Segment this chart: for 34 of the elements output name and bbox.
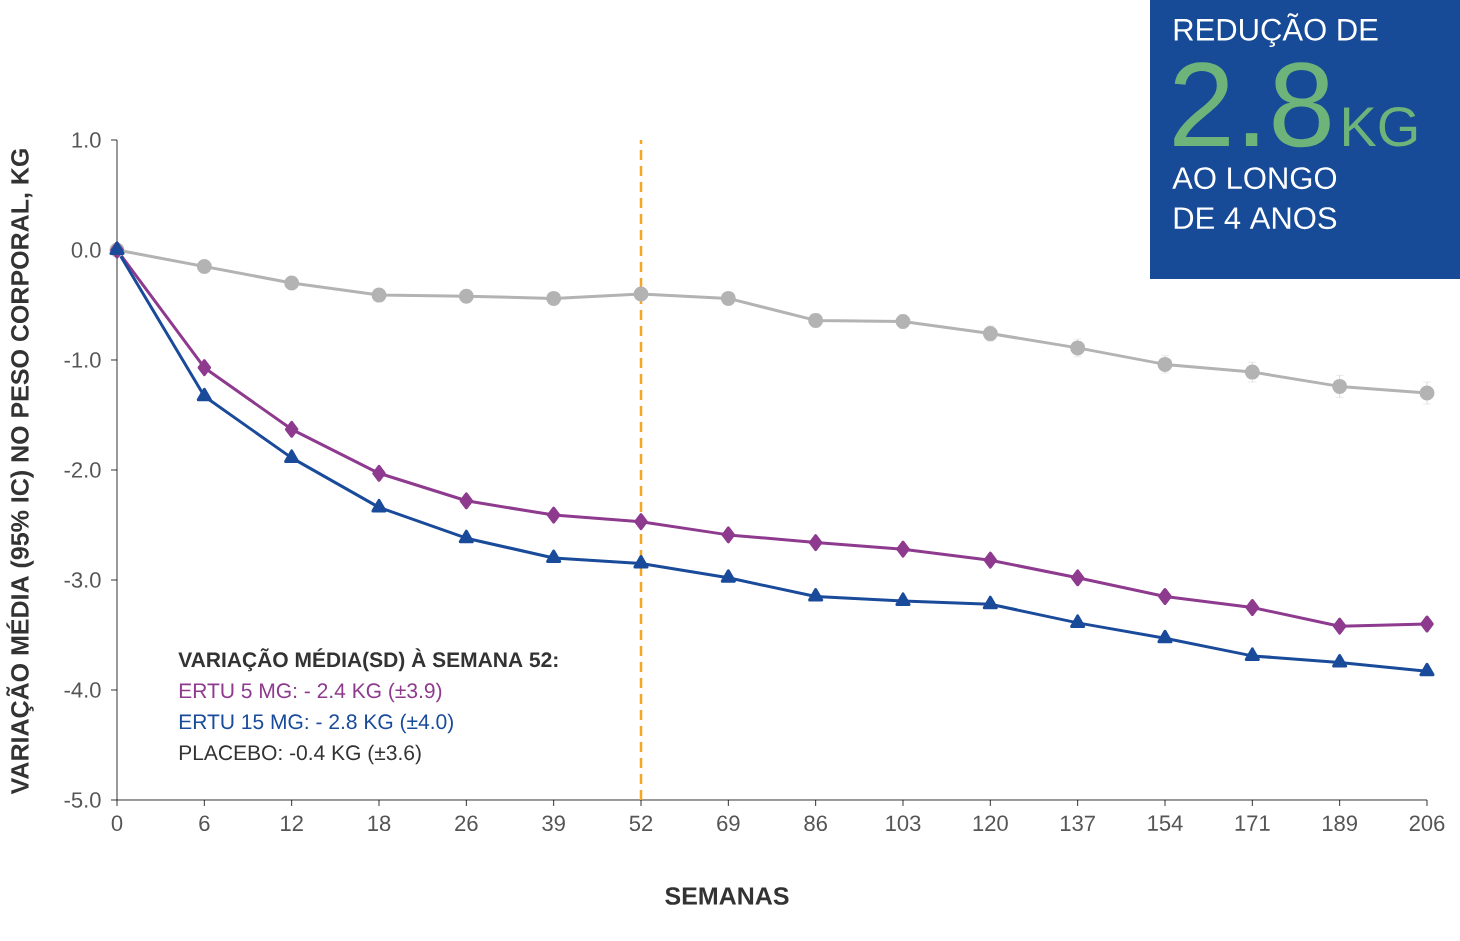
x-tick-label: 171 [1235,815,1270,831]
y-tick-label: -3.0 [64,572,101,588]
annotation: KG [1344,106,1417,147]
annotation: ERTU 15 MG: - 2.8 KG (±4.0) [179,713,453,734]
x-tick-label: 206 [1409,815,1445,832]
x-tick-label: 154 [1148,815,1183,831]
annotation: ERTU 5 MG: - 2.4 KG (±3.9) [179,682,442,703]
y-axis-title: VARIAÇÃO MÉDIA (95% IC) NO PESO CORPORAL, KG [6,149,34,795]
annotation: 2.8 [1174,62,1330,148]
x-tick-label: 137 [1060,815,1095,832]
text: REDUÇÃO DE [1174,13,1378,47]
y-tick-label: -4.0 [64,682,101,698]
x-tick-label: 6 [199,815,210,832]
x-tick-label: 103 [886,815,921,832]
annotation: PLACEBO: -0.4 KG (±3.6) [179,744,421,765]
x-tick-label: 69 [717,815,740,832]
x-tick-label: 0 [111,815,123,832]
annotation: AO LONGO [1172,167,1337,190]
x-tick-label: 39 [542,815,565,832]
x-tick-label: 120 [973,815,1008,832]
y-tick-label: 0.0 [71,242,101,258]
x-tick-label: 52 [629,815,653,832]
x-tick-label: 189 [1322,815,1357,832]
y-tick-label: -1.0 [64,352,101,368]
x-tick-label: 18 [368,815,391,832]
annotation: VARIAÇÃO MÉDIA(SD) À SEMANA 52: [178,648,558,672]
x-tick-label: 26 [455,815,478,832]
x-axis-title: SEMANAS [665,887,789,905]
x-tick-label: 12 [281,815,303,831]
y-tick-label: -5.0 [64,792,101,808]
y-tick-label: 1.0 [72,132,101,148]
annotation: DE 4 ANOS [1174,207,1337,230]
x-tick-label: 86 [804,815,827,832]
y-tick-label: -2.0 [64,462,101,478]
